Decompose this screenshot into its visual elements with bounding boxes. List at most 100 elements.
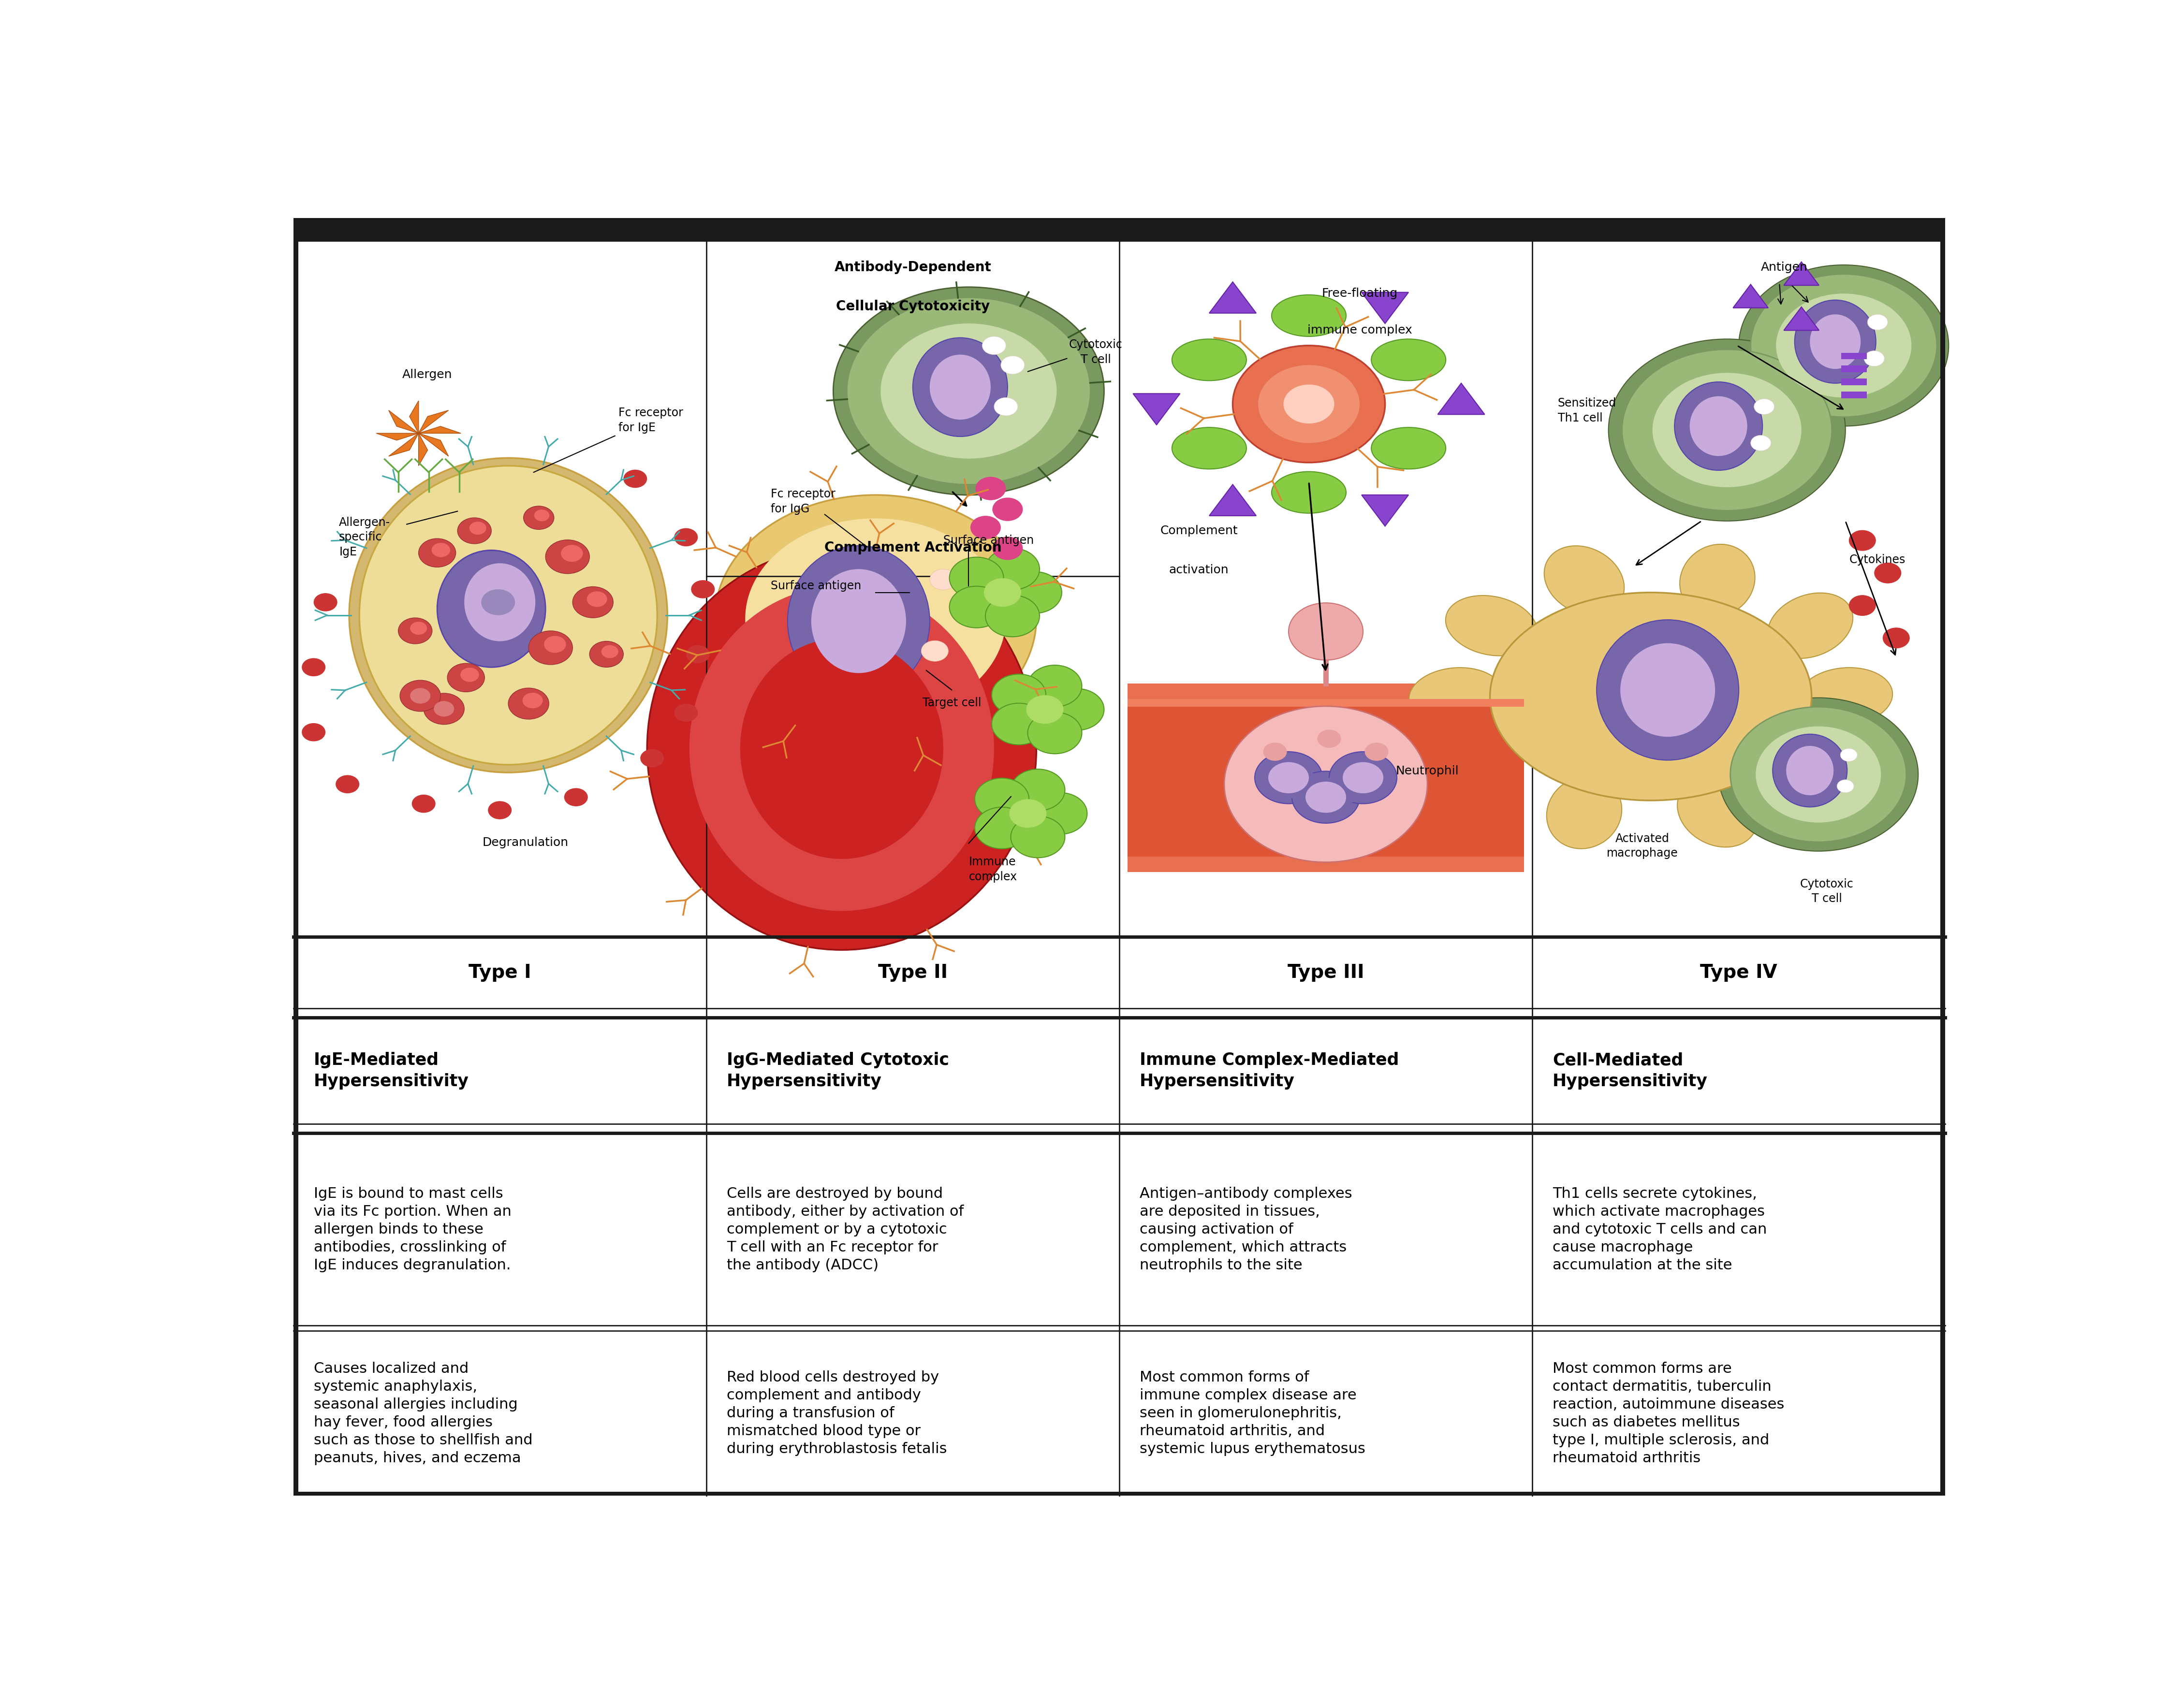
Ellipse shape [1767,592,1852,658]
Circle shape [983,336,1007,354]
Circle shape [1867,314,1887,329]
Circle shape [1719,697,1918,851]
Circle shape [1883,628,1909,648]
Polygon shape [1784,307,1819,331]
Circle shape [1269,761,1308,793]
Circle shape [950,557,1005,599]
Text: Neutrophil: Neutrophil [1396,765,1459,776]
Circle shape [847,297,1090,484]
Text: Type II: Type II [878,964,948,982]
Bar [1841,366,1867,371]
Circle shape [572,587,614,618]
Text: Complement: Complement [1160,525,1238,537]
Bar [1127,684,1524,873]
Ellipse shape [1439,726,1527,790]
Circle shape [640,749,664,768]
Circle shape [714,495,1037,743]
Circle shape [994,397,1018,415]
Ellipse shape [740,638,943,859]
Circle shape [974,778,1029,820]
Bar [1841,353,1867,360]
Text: Antigen–antibody complexes
are deposited in tissues,
causing activation of
compl: Antigen–antibody complexes are deposited… [1140,1187,1352,1273]
Ellipse shape [646,547,1037,950]
Ellipse shape [1271,295,1345,336]
Ellipse shape [1621,643,1714,736]
Circle shape [1752,436,1771,451]
Circle shape [880,324,1057,459]
Circle shape [1000,356,1024,375]
Text: Type I: Type I [470,964,531,982]
Circle shape [1850,530,1876,550]
Circle shape [1051,689,1105,731]
Circle shape [745,518,1007,719]
Circle shape [983,579,1022,606]
Circle shape [1009,798,1046,827]
Circle shape [419,538,456,567]
Circle shape [992,704,1046,744]
Ellipse shape [1173,427,1247,469]
Text: activation: activation [1168,564,1230,576]
Polygon shape [1133,393,1179,425]
Bar [293,218,1946,223]
Circle shape [1324,773,1365,803]
Polygon shape [1734,285,1769,307]
Polygon shape [419,434,448,456]
Circle shape [487,802,511,819]
Text: Cell-Mediated
Hypersensitivity: Cell-Mediated Hypersensitivity [1553,1052,1708,1089]
Circle shape [1837,780,1854,793]
Circle shape [686,645,710,663]
Text: Causes localized and
systemic anaphylaxis,
seasonal allergies including
hay feve: Causes localized and systemic anaphylaxi… [314,1362,533,1465]
Circle shape [535,510,550,522]
Polygon shape [1437,383,1485,415]
Text: Degranulation: Degranulation [483,837,568,849]
Circle shape [1011,815,1066,858]
Circle shape [563,788,587,807]
Text: Cytokines: Cytokines [1850,554,1907,565]
Circle shape [1029,712,1081,755]
Circle shape [400,680,441,711]
Circle shape [456,518,491,544]
Ellipse shape [1679,544,1756,616]
Polygon shape [389,410,419,434]
Circle shape [590,641,622,667]
Text: Allergen: Allergen [402,370,452,380]
Circle shape [1330,751,1398,803]
Circle shape [480,589,515,614]
Circle shape [1738,265,1948,425]
Ellipse shape [1409,668,1503,726]
Circle shape [992,674,1046,716]
Text: Allergen-
specific
IgE: Allergen- specific IgE [339,517,391,557]
Bar [293,1492,1946,1496]
Text: Cytotoxic
T cell: Cytotoxic T cell [1800,878,1854,905]
Circle shape [985,596,1040,636]
Bar [1939,218,1946,1496]
Text: immune complex: immune complex [1308,324,1413,336]
Ellipse shape [1811,314,1861,370]
Bar [293,1492,1946,1496]
Ellipse shape [1754,744,1845,807]
Ellipse shape [1489,592,1811,800]
Ellipse shape [1372,427,1446,469]
Bar [1127,699,1524,707]
Ellipse shape [1795,300,1876,383]
Text: Activated
macrophage: Activated macrophage [1607,832,1677,859]
Ellipse shape [465,564,535,641]
Circle shape [601,645,618,658]
Circle shape [930,569,957,589]
Circle shape [546,540,590,574]
Circle shape [461,668,478,682]
Ellipse shape [1677,778,1758,847]
Circle shape [622,469,646,488]
Circle shape [1752,273,1937,417]
Circle shape [448,663,485,692]
Text: Target cell: Target cell [922,697,981,709]
Circle shape [974,807,1029,849]
Circle shape [1225,706,1428,863]
Circle shape [1289,603,1363,660]
Circle shape [834,287,1105,495]
Polygon shape [1361,292,1409,324]
Circle shape [1284,385,1334,424]
Text: Surface antigen: Surface antigen [943,535,1033,547]
Circle shape [314,592,336,611]
Bar [1127,699,1524,856]
